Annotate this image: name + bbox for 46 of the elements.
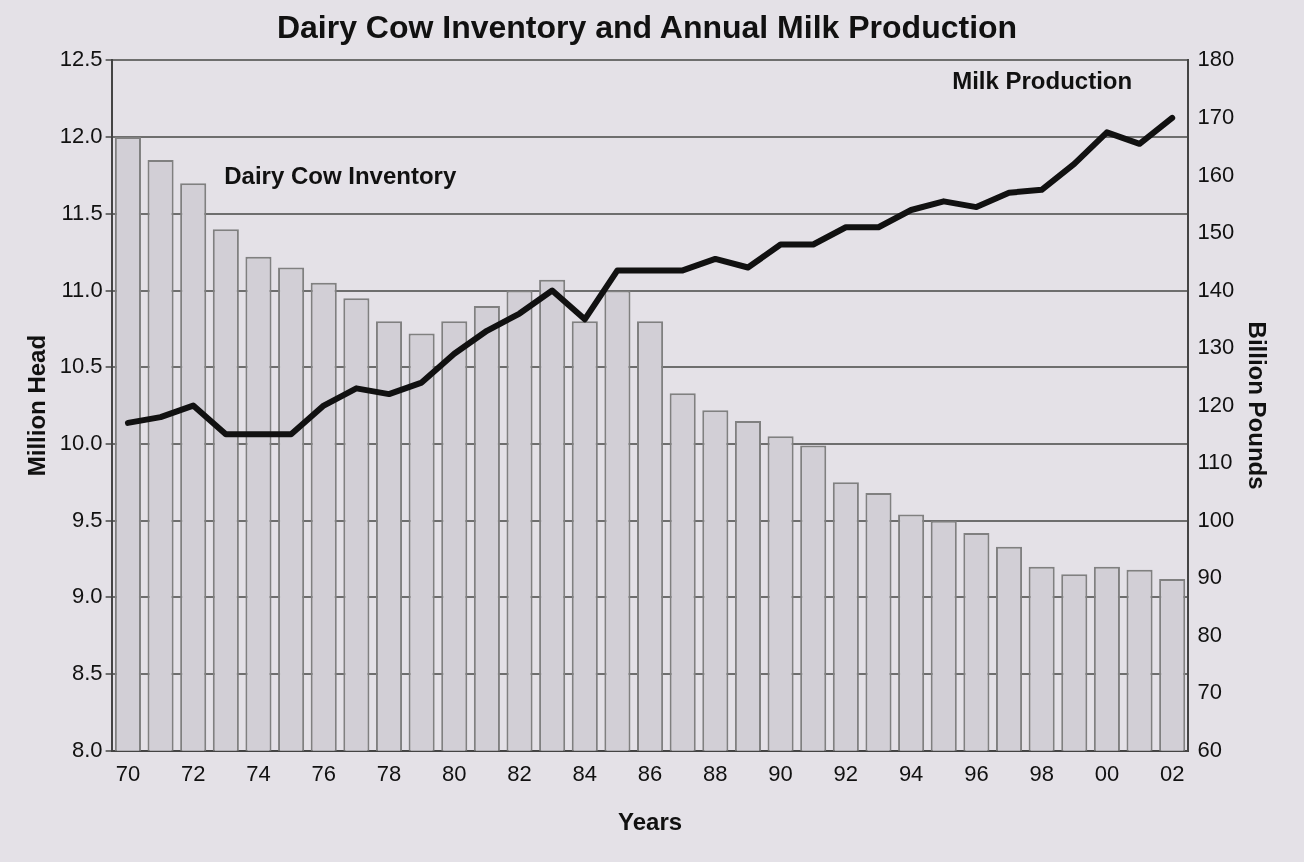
y-axis-title: Million Head xyxy=(23,334,51,477)
y-tick-label: 11.0 xyxy=(61,276,103,302)
x-tick-label: 02 xyxy=(1159,761,1185,787)
series-label: Dairy Cow Inventory xyxy=(224,161,457,189)
x-tick-label: 86 xyxy=(637,761,663,787)
y-tick-label: 10.0 xyxy=(59,430,103,456)
y2-tick-label: 120 xyxy=(1197,391,1235,417)
x-tick-label: 94 xyxy=(898,761,924,787)
x-tick-label: 96 xyxy=(964,761,989,787)
y2-tick-label: 90 xyxy=(1197,564,1222,590)
x-tick-label: 74 xyxy=(246,761,271,787)
y2-tick-label: 180 xyxy=(1197,46,1235,72)
x-tick-label: 76 xyxy=(311,761,336,787)
y-tick-label: 8.5 xyxy=(72,660,103,686)
x-tick-label: 78 xyxy=(376,761,402,787)
x-tick-label: 82 xyxy=(507,761,532,787)
chart-title: Dairy Cow Inventory and Annual Milk Production xyxy=(276,9,1018,46)
y2-axis-title: Billion Pounds xyxy=(1243,321,1271,490)
y-tick-label: 11.5 xyxy=(61,199,103,225)
x-tick-label: 84 xyxy=(572,761,598,787)
x-axis-title: Years xyxy=(618,808,683,836)
series-label: Milk Production xyxy=(952,66,1133,94)
y2-tick-label: 160 xyxy=(1197,161,1235,187)
y2-tick-label: 60 xyxy=(1197,736,1222,762)
x-tick-label: 88 xyxy=(703,761,728,787)
y-tick-label: 9.0 xyxy=(72,583,103,609)
y2-tick-label: 110 xyxy=(1197,449,1233,475)
y2-tick-label: 150 xyxy=(1197,219,1235,245)
x-tick-label: 92 xyxy=(833,761,859,787)
y2-tick-label: 130 xyxy=(1197,334,1235,360)
x-tick-label: 00 xyxy=(1094,761,1120,787)
y-tick-label: 12.0 xyxy=(59,123,103,149)
x-tick-label: 70 xyxy=(115,761,141,787)
y-tick-label: 12.5 xyxy=(59,46,103,72)
x-tick-label: 90 xyxy=(768,761,793,787)
x-tick-label: 80 xyxy=(442,761,467,787)
y2-tick-label: 140 xyxy=(1197,276,1235,302)
y2-tick-label: 70 xyxy=(1197,679,1222,705)
y2-tick-label: 170 xyxy=(1197,104,1235,129)
y2-tick-label: 80 xyxy=(1197,621,1222,647)
y-tick-label: 9.5 xyxy=(72,506,103,532)
y-tick-label: 10.5 xyxy=(59,353,103,379)
y2-tick-label: 100 xyxy=(1197,506,1235,532)
x-tick-label: 98 xyxy=(1029,761,1054,787)
x-tick-label: 72 xyxy=(180,761,206,787)
y-tick-label: 8.0 xyxy=(72,736,103,762)
